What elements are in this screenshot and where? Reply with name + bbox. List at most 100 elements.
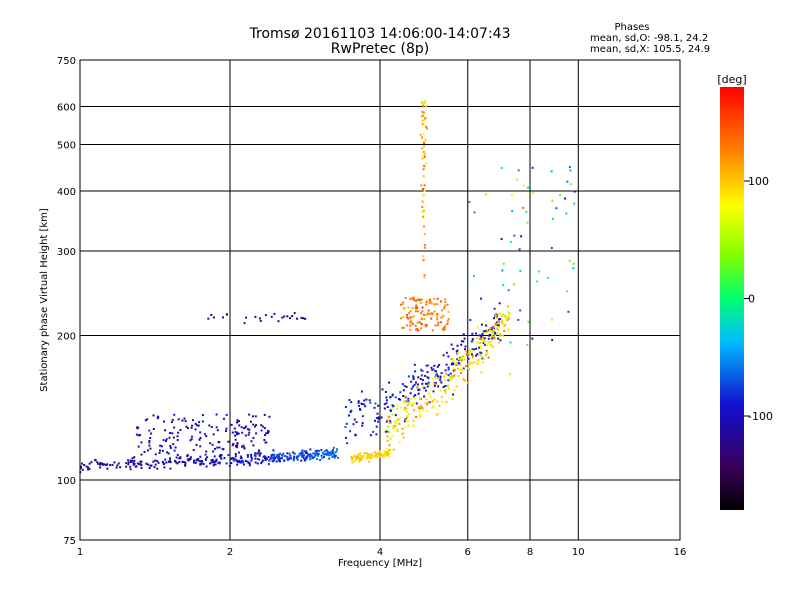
data-point [383,455,386,458]
data-point [573,202,576,205]
data-point [421,101,424,103]
colorbar [720,87,744,510]
data-point [374,454,377,457]
data-point [407,306,410,309]
data-point [471,353,473,356]
data-point [173,426,176,429]
data-point [87,468,90,471]
data-point [407,317,410,320]
data-point [443,326,446,329]
data-point [517,169,520,172]
data-point [507,314,510,317]
data-point [349,430,352,433]
data-point [376,417,379,419]
data-point [483,340,486,343]
data-point [480,337,483,340]
data-point [384,430,387,433]
data-point [215,460,218,462]
data-point [452,348,455,350]
data-point [405,385,408,388]
data-point [486,352,489,354]
data-point [380,454,383,457]
data-point [125,462,128,465]
data-point [568,166,571,169]
data-point [499,332,501,335]
data-point [507,328,510,331]
data-point [392,426,394,429]
data-point [413,383,416,386]
data-point [531,166,534,169]
data-point [328,457,331,460]
data-point [398,422,401,425]
data-point [344,436,347,439]
data-point [276,454,279,457]
data-point [426,403,428,406]
data-point [466,367,469,370]
data-point [496,313,499,316]
data-point [357,400,360,403]
data-point [394,414,397,417]
data-point [223,457,226,460]
data-point [171,432,174,435]
data-point [254,457,257,460]
data-point [316,458,319,461]
data-point [382,454,385,457]
data-point [234,434,237,437]
data-point [415,381,417,384]
data-point [214,447,216,450]
data-point [394,425,397,428]
data-point [251,415,254,418]
data-point [385,402,388,405]
data-point [426,385,429,388]
data-point [186,454,189,457]
data-point [403,408,406,411]
data-point [308,453,311,456]
data-point [279,460,281,463]
data-point [164,429,167,432]
data-point [139,433,142,436]
data-point [206,456,209,459]
data-point [361,390,363,393]
data-point [201,414,204,417]
data-point [250,453,253,456]
data-point [127,461,130,464]
data-point [432,368,435,371]
data-point [446,322,449,325]
data-point [569,183,572,186]
data-point [394,396,397,399]
data-point [184,420,187,423]
data-point [399,391,402,394]
data-point [361,455,364,458]
data-point [378,455,381,458]
data-point [421,157,424,160]
data-point [303,450,306,453]
data-point [447,366,450,369]
data-point [227,440,230,443]
data-point [417,376,420,379]
data-point [365,398,368,401]
data-point [267,463,270,466]
data-point [483,343,486,346]
data-point [424,139,427,142]
data-point [421,206,424,208]
data-point [388,381,391,384]
data-point [507,305,510,308]
data-point [436,400,439,403]
data-point [389,396,392,399]
data-point [421,216,424,219]
data-point [480,323,483,326]
data-point [416,385,419,388]
data-point [436,365,439,368]
data-point [361,415,364,418]
data-point [188,458,191,461]
data-point [306,455,309,458]
data-point [266,457,268,460]
data-point [199,463,202,466]
data-point [347,414,350,417]
data-point [406,407,409,410]
data-point [259,319,262,322]
data-point [526,221,529,224]
data-point [471,338,474,341]
data-point [386,454,389,457]
data-point [427,309,430,312]
